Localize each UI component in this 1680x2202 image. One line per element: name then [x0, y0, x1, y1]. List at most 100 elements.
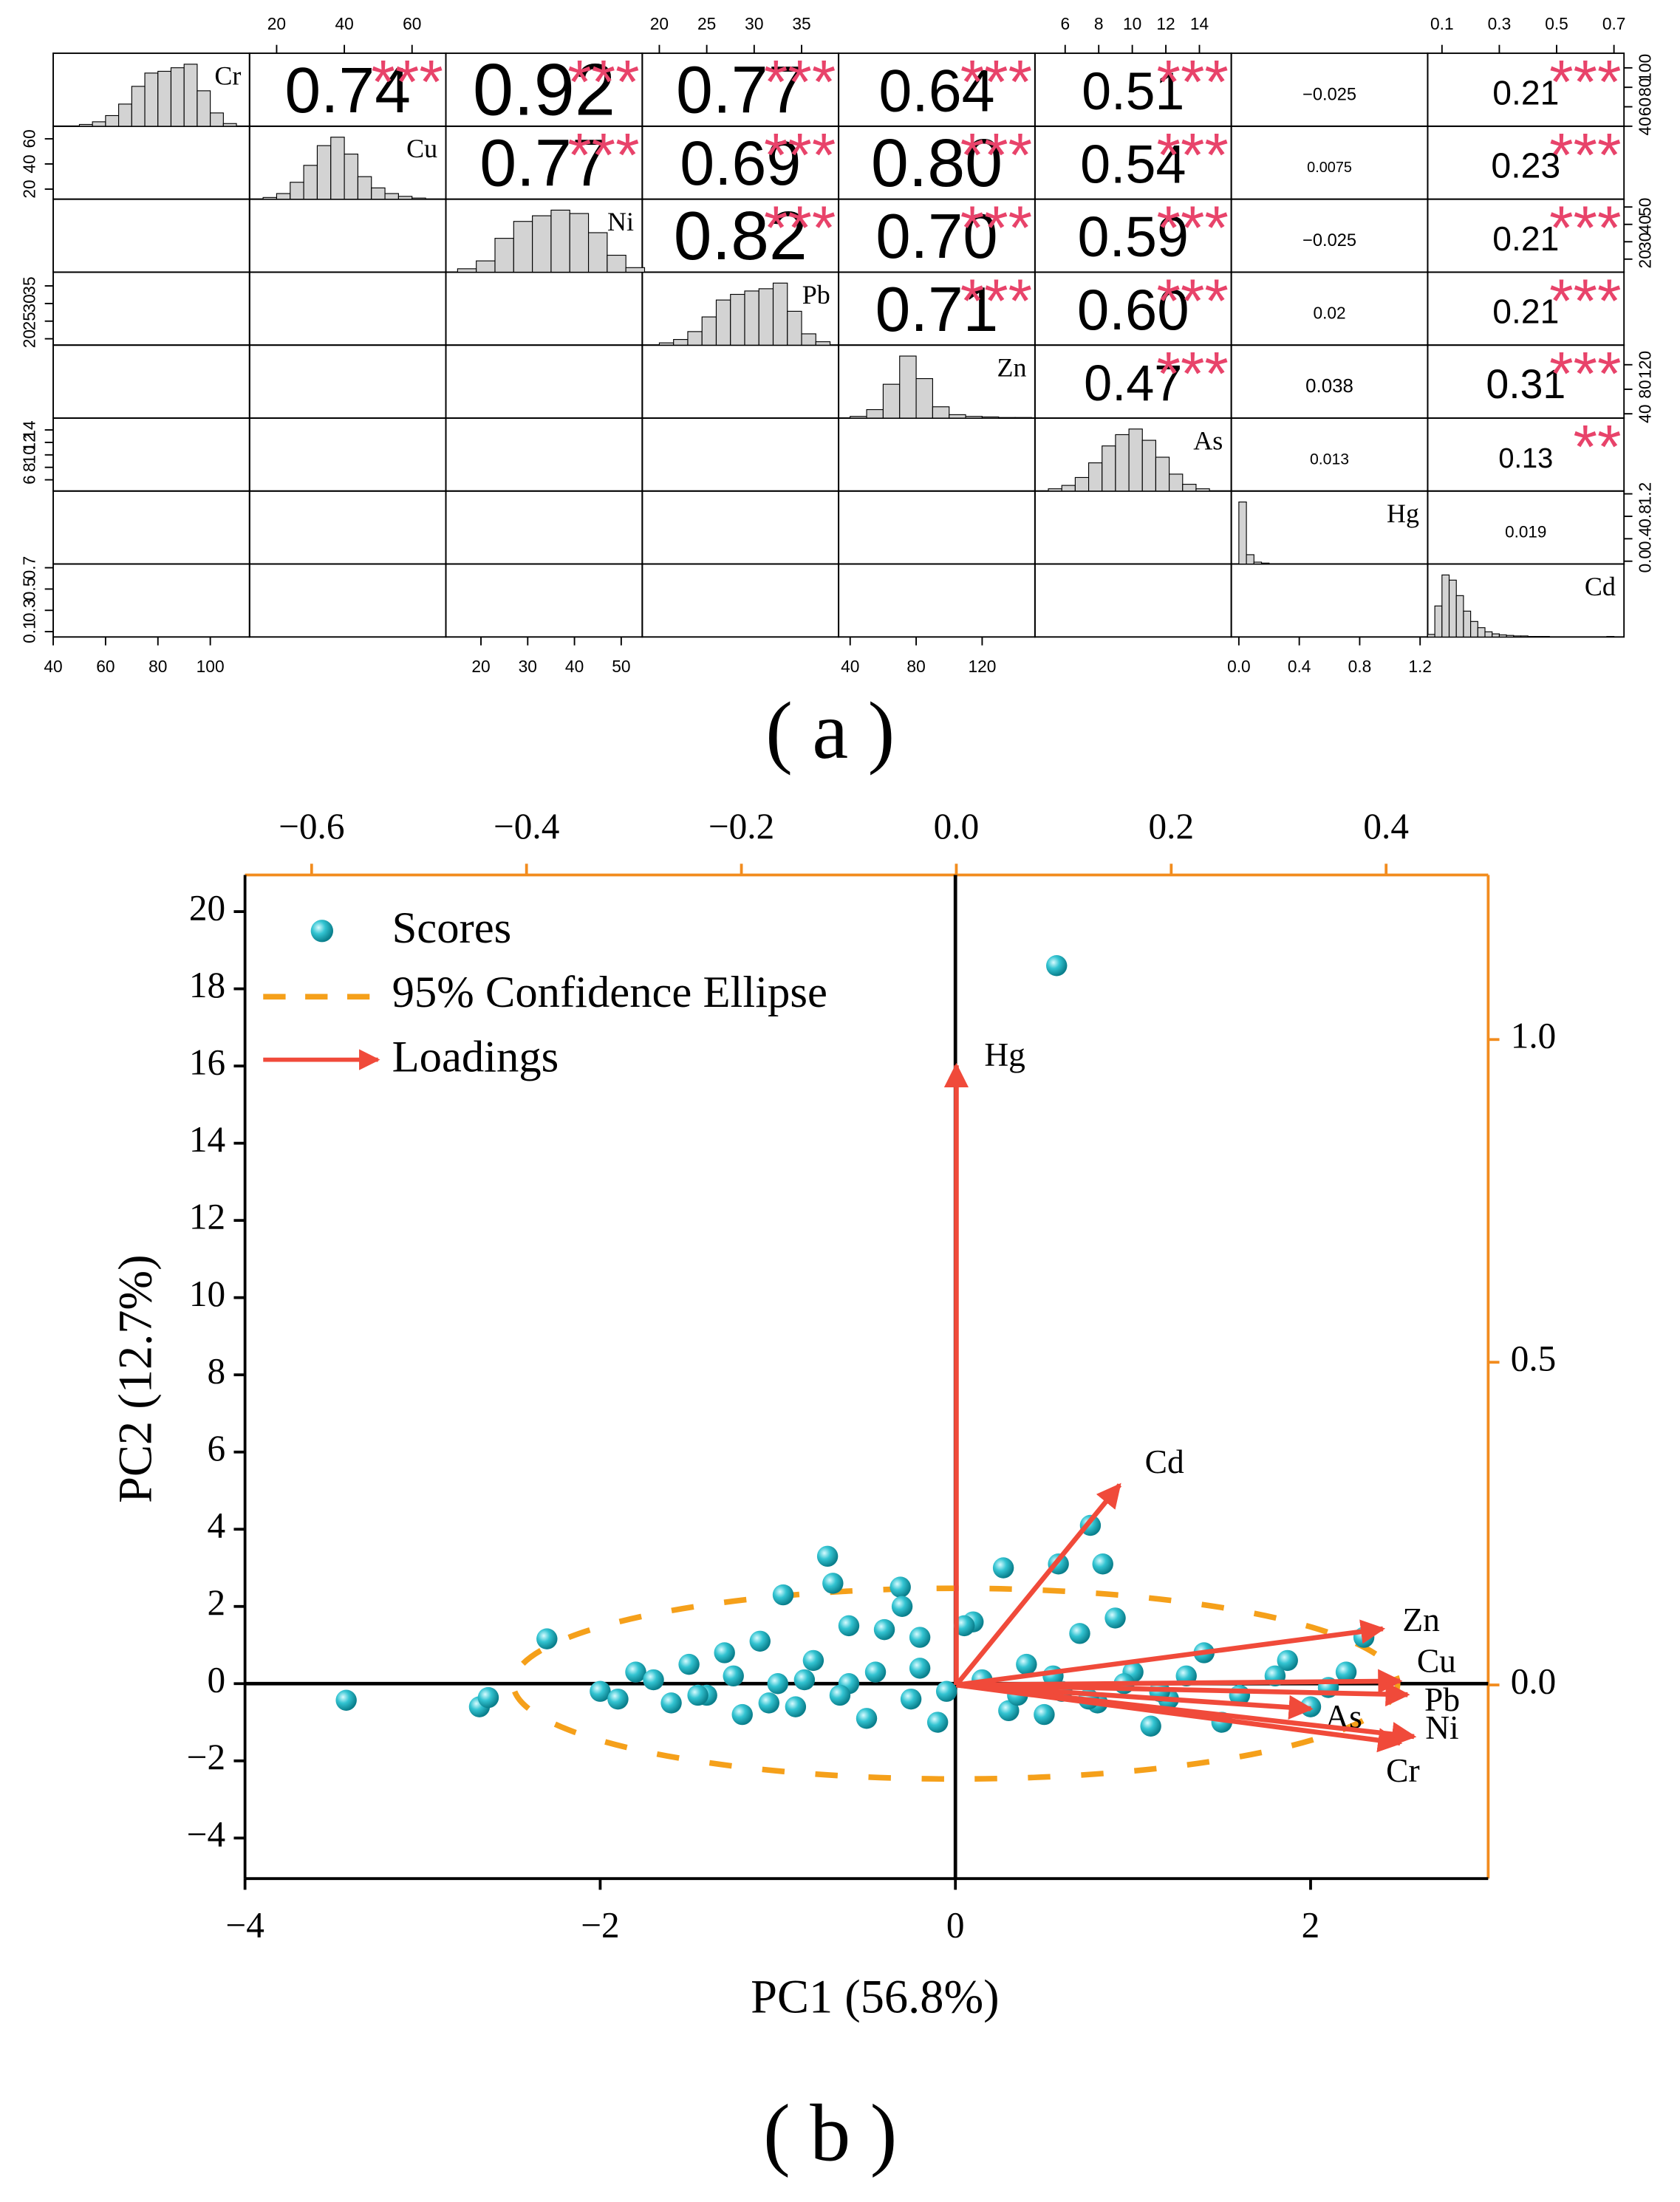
- significance: ***: [567, 120, 639, 189]
- y-tick-label: 0.7: [20, 556, 39, 580]
- score-point: [1069, 1623, 1090, 1644]
- significance: ***: [1549, 267, 1621, 335]
- panel-label: (b): [763, 2088, 917, 2178]
- cell-frame: [445, 490, 643, 565]
- hist-bar: [276, 193, 291, 200]
- hist-bar: [1470, 620, 1478, 637]
- hist-bar: [183, 64, 198, 127]
- cell-frame: [248, 344, 447, 419]
- score-point: [660, 1692, 682, 1714]
- cell-frame: [248, 563, 447, 638]
- score-point: [731, 1703, 753, 1726]
- hist-bar: [744, 290, 759, 346]
- x-tick-label: 0.5: [1545, 14, 1568, 33]
- cell-frame: [838, 417, 1036, 492]
- correlation: 0.0075: [1307, 160, 1352, 176]
- significance: ***: [371, 48, 443, 117]
- correlation: 0.21: [1492, 293, 1559, 331]
- correlation: 0.13: [1498, 443, 1553, 474]
- x-tick-label: 30: [519, 657, 537, 676]
- hist-bar: [1155, 457, 1170, 492]
- significance: ***: [1157, 48, 1229, 117]
- x-tick-label: 10: [1123, 14, 1141, 33]
- significance: ***: [764, 120, 836, 189]
- cell-frame: [1034, 490, 1232, 565]
- y-tick-label: 80: [1636, 380, 1655, 398]
- y-tick-label: 6: [20, 475, 39, 485]
- hist-bar: [1498, 634, 1507, 637]
- cell-frame: [52, 271, 250, 346]
- correlation: 0.70: [875, 202, 997, 272]
- correlation: 0.038: [1305, 376, 1353, 397]
- hist-bar: [1102, 445, 1116, 492]
- x-tick-label: 60: [403, 14, 421, 33]
- score-point: [909, 1627, 931, 1648]
- y-tick-label: 120: [1636, 351, 1655, 379]
- hist-bar: [587, 232, 608, 273]
- x-tick-label: 40: [335, 14, 353, 33]
- y-axis-title: PC2 (12.7%): [109, 1254, 161, 1502]
- x2-tick-label: 0.0: [934, 806, 980, 847]
- loading-arrow: [956, 1681, 1410, 1707]
- y-tick-label: 20: [189, 887, 225, 928]
- y2-tick-label: 0.5: [1511, 1338, 1557, 1378]
- x-tick-label: 14: [1190, 14, 1209, 33]
- y-tick-label: 50: [1636, 198, 1655, 216]
- hist-bar: [1260, 562, 1270, 565]
- correlation: 0.64: [878, 58, 994, 124]
- cell-frame: [445, 344, 643, 419]
- x-tick-label: 80: [148, 657, 167, 676]
- x2-tick-label: 0.4: [1363, 806, 1409, 847]
- x2-tick-label: −0.6: [279, 806, 344, 847]
- score-point: [1092, 1553, 1113, 1575]
- score-point: [864, 1661, 887, 1683]
- x2-tick-label: −0.2: [708, 806, 774, 847]
- score-point: [1277, 1649, 1298, 1672]
- y-tick-label: 25: [20, 312, 39, 330]
- loading-label: Pb: [1424, 1680, 1460, 1718]
- cell-frame: [52, 563, 250, 638]
- y-tick-label: 2: [207, 1582, 225, 1623]
- x-tick-label: 0.4: [1288, 657, 1311, 676]
- score-point: [1140, 1715, 1161, 1737]
- hist-bar: [866, 408, 884, 419]
- hist-bar: [687, 331, 703, 346]
- correlation: 0.77: [676, 53, 805, 127]
- correlation: 0.019: [1505, 523, 1546, 541]
- hist-bar: [532, 215, 552, 273]
- score-point: [954, 1615, 975, 1637]
- score-point: [838, 1615, 860, 1637]
- score-point: [749, 1630, 771, 1652]
- cell-frame: [641, 417, 840, 492]
- score-point: [992, 1557, 1014, 1579]
- y-tick-label: 30: [20, 294, 39, 312]
- y-tick-label: 0.4: [1636, 527, 1655, 551]
- y-tick-label: 20: [1636, 250, 1655, 268]
- hist-bar: [658, 342, 675, 346]
- x-tick-label: 40: [565, 657, 584, 676]
- y-tick-label: 0.1: [20, 620, 39, 643]
- loading-arrow: [956, 1619, 1386, 1688]
- x-tick-label: 50: [612, 657, 630, 676]
- hist-bar: [899, 355, 917, 419]
- x-tick-label: 20: [471, 657, 490, 676]
- y-tick-label: 0.5: [20, 578, 39, 601]
- variable-name: As: [1193, 425, 1223, 455]
- y-tick-label: 30: [1636, 233, 1655, 251]
- hist-bar: [850, 416, 867, 419]
- hist-bar: [1484, 631, 1493, 637]
- hist-bar: [1253, 561, 1263, 565]
- score-point: [926, 1712, 949, 1733]
- score-point: [335, 1689, 357, 1711]
- score-point: [856, 1708, 878, 1729]
- score-point: [785, 1696, 807, 1717]
- score-point: [1335, 1661, 1357, 1683]
- y-tick-label: 8: [20, 462, 39, 472]
- hist-bar: [949, 414, 966, 419]
- hist-bar: [882, 383, 901, 419]
- x-tick-label: 40: [44, 657, 62, 676]
- score-point: [477, 1686, 499, 1709]
- correlation: 0.80: [871, 126, 1003, 201]
- hist-bar: [787, 310, 802, 346]
